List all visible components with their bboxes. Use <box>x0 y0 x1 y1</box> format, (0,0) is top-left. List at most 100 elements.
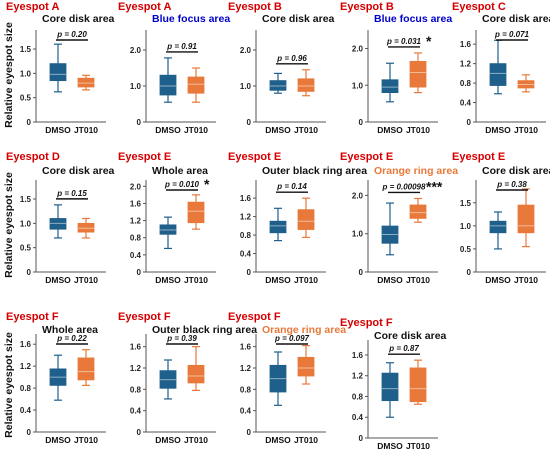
box-jt010 <box>187 194 205 230</box>
box-iqr <box>187 364 205 384</box>
y-tick-label: 1.6 <box>130 199 142 208</box>
p-value: p = 0.097 <box>274 334 310 343</box>
x-category-label: DMSO <box>45 275 71 285</box>
y-tick-label: 1.6 <box>240 194 252 203</box>
box-dmso <box>489 211 507 250</box>
significance-stars: *** <box>426 178 443 194</box>
panel-subtitle: Blue focus area <box>374 13 452 25</box>
box-iqr <box>489 63 507 86</box>
box-iqr <box>49 63 67 82</box>
x-category-label: JT010 <box>74 275 98 285</box>
y-tick-label: 0.8 <box>352 392 364 401</box>
y-tick-label: 0 <box>467 118 472 127</box>
y-tick-label: 1.6 <box>460 40 472 49</box>
panel-7: Eyespot E Whole area 0 0.4 0.8 1.2 1.6 2.0 DMSO J… <box>118 151 216 285</box>
box-iqr <box>409 204 427 219</box>
x-category-label: JT010 <box>294 125 318 135</box>
box-dmso <box>381 62 399 103</box>
x-category-label: DMSO <box>265 125 291 135</box>
box-dmso <box>489 39 507 95</box>
y-tick-label: 0 <box>137 268 142 277</box>
panel-subtitle: Blue focus area <box>152 13 230 25</box>
y-axis-label-row-2: Relative eyespot size <box>3 172 15 278</box>
y-tick-label: 1.6 <box>130 343 142 352</box>
panel-title: Eyespot F <box>6 311 59 323</box>
p-value: p = 0.15 <box>56 189 87 198</box>
y-tick-label: 1.0 <box>460 222 472 231</box>
x-category-label: JT010 <box>184 125 208 135</box>
y-tick-label: 0.8 <box>460 79 472 88</box>
box-dmso <box>269 72 287 94</box>
x-category-label: JT010 <box>514 275 538 285</box>
y-tick-label: 1.2 <box>240 364 252 373</box>
significance-stars: * <box>426 33 432 49</box>
box-iqr <box>381 372 399 402</box>
box-iqr <box>159 74 177 96</box>
y-tick-label: 1.2 <box>20 362 32 371</box>
box-iqr <box>269 80 287 91</box>
panel-8: Eyespot E Outer black ring area 0 0.4 0.8 1.2… <box>228 151 367 285</box>
panel-subtitle: Core disk area <box>482 165 550 177</box>
box-iqr <box>409 367 427 403</box>
significance-stars: * <box>204 176 210 192</box>
x-category-label: DMSO <box>45 125 71 135</box>
box-jt010 <box>297 345 315 385</box>
y-tick-label: 1.2 <box>130 364 142 373</box>
y-axis-label-row-1: Relative eyespot size <box>3 22 15 128</box>
panel-subtitle: Core disk area <box>482 13 550 25</box>
y-tick-label: 0.4 <box>352 413 364 422</box>
box-iqr <box>297 209 315 230</box>
y-tick-label: 1.0 <box>352 81 364 90</box>
x-category-label: DMSO <box>155 435 181 445</box>
y-tick-label: 0 <box>467 268 472 277</box>
y-tick-label: 1.0 <box>240 82 252 91</box>
y-tick-label: 1.0 <box>352 230 364 239</box>
y-tick-label: 0.4 <box>240 407 252 416</box>
p-value: p = 0.00098 <box>382 182 426 191</box>
box-iqr <box>297 356 315 377</box>
x-category-label: JT010 <box>514 125 538 135</box>
y-axis-label-row-3: Relative eyespot size <box>3 332 15 438</box>
box-jt010 <box>187 67 205 103</box>
y-tick-label: 0.8 <box>20 384 32 393</box>
box-jt010 <box>517 188 535 248</box>
box-iqr <box>77 357 95 381</box>
y-tick-label: 0.8 <box>130 234 142 243</box>
panel-10: Eyespot E Core disk area 0 0.5 1.0 1.5 DMSO JT0… <box>452 151 550 285</box>
y-tick-label: 1.6 <box>352 351 364 360</box>
p-value: p = 0.20 <box>56 30 87 39</box>
x-category-label: DMSO <box>485 125 511 135</box>
y-tick-label: 1.6 <box>240 343 252 352</box>
box-jt010 <box>297 197 315 238</box>
panel-title: Eyespot E <box>340 151 393 163</box>
x-category-label: JT010 <box>294 275 318 285</box>
y-tick-label: 0 <box>359 268 364 277</box>
x-category-label: JT010 <box>294 435 318 445</box>
y-tick-label: 0.4 <box>130 407 142 416</box>
x-category-label: JT010 <box>184 435 208 445</box>
p-value: p = 0.91 <box>166 42 197 51</box>
x-category-label: JT010 <box>74 435 98 445</box>
x-category-label: DMSO <box>485 275 511 285</box>
y-tick-label: 1.5 <box>20 195 32 204</box>
y-tick-label: 0.4 <box>240 250 252 259</box>
box-jt010 <box>77 74 95 91</box>
box-dmso <box>381 362 399 418</box>
y-tick-label: 0 <box>359 118 364 127</box>
y-tick-label: 2.0 <box>352 45 364 54</box>
y-tick-label: 0 <box>247 428 252 437</box>
y-tick-label: 0 <box>27 118 32 127</box>
x-category-label: DMSO <box>265 275 291 285</box>
x-category-label: DMSO <box>377 441 403 451</box>
box-jt010 <box>517 74 535 93</box>
p-value: p = 0.39 <box>166 334 197 343</box>
box-dmso <box>49 43 67 93</box>
box-iqr <box>269 220 287 234</box>
y-tick-label: 2.0 <box>352 191 364 200</box>
panel-subtitle: Core disk area <box>374 330 447 342</box>
p-value: p = 0.22 <box>56 334 87 343</box>
